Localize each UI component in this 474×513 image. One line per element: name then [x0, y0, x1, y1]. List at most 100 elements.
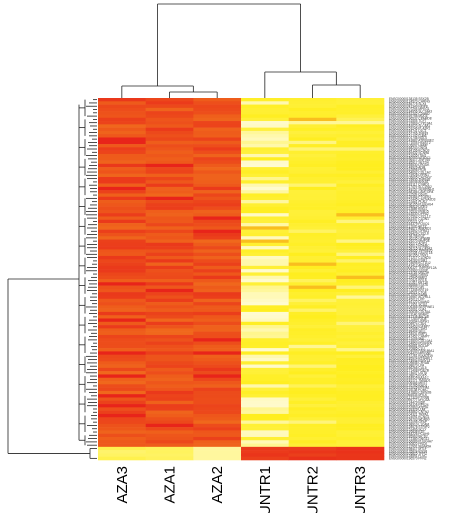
heatmap-cell	[193, 364, 242, 369]
heatmap-cell	[145, 232, 194, 237]
heatmap-cell	[241, 259, 289, 263]
heatmap-cell	[288, 305, 337, 309]
row-label: ENSG00000106366 SERPINE1	[389, 305, 434, 309]
heatmap-cell	[241, 213, 289, 217]
row-label: ENSG00000166681 BGLAP	[389, 344, 429, 348]
heatmap-cell	[145, 173, 194, 178]
row-label: ENSG00000196417 ZNF765	[389, 158, 430, 162]
heatmap-cell	[241, 279, 289, 283]
heatmap-cell	[145, 246, 194, 250]
heatmap-cell	[288, 325, 337, 329]
heatmap-cell	[193, 384, 242, 388]
heatmap-cell	[145, 321, 194, 326]
heatmap-cell	[241, 325, 289, 329]
heatmap-cell	[241, 357, 289, 362]
heatmap-cell	[288, 338, 337, 342]
heatmap-cell	[145, 315, 194, 319]
heatmap-cell	[98, 282, 146, 286]
row-label: ENSG00000171345 KRT19	[389, 288, 429, 292]
heatmap-cell	[193, 387, 242, 392]
heatmap-cell	[336, 275, 385, 280]
heatmap-cell	[288, 410, 337, 415]
heatmap-cell	[336, 298, 385, 303]
heatmap-cell	[98, 229, 146, 234]
heatmap-cell	[98, 302, 146, 306]
heatmap-cell	[98, 124, 146, 128]
heatmap-cell	[336, 282, 385, 286]
heatmap-cell	[336, 456, 385, 461]
heatmap-cell	[193, 367, 242, 372]
heatmap-cell	[145, 427, 194, 431]
heatmap-cell	[288, 206, 337, 211]
row-label: ENSG00000120694 HSPH1	[389, 320, 429, 324]
heatmap-cell	[336, 397, 385, 402]
heatmap-cell	[193, 239, 242, 244]
heatmap-cell	[241, 206, 289, 211]
heatmap-cell	[98, 394, 146, 398]
heatmap-cell	[193, 153, 242, 158]
row-label: ENSG00000107294 MPEG1	[389, 107, 430, 111]
heatmap-cell	[145, 407, 194, 411]
heatmap-cell	[98, 423, 146, 428]
heatmap-cell	[145, 265, 194, 270]
heatmap-cell	[98, 328, 146, 332]
heatmap-cell	[288, 236, 337, 240]
heatmap-cell	[193, 328, 242, 332]
heatmap-cell	[288, 203, 337, 207]
heatmap-cell	[193, 420, 242, 425]
heatmap-cell	[288, 193, 337, 198]
heatmap-cell	[241, 381, 289, 385]
heatmap-cell	[288, 101, 337, 105]
heatmap-cell	[288, 282, 337, 286]
heatmap-cell	[288, 390, 337, 395]
heatmap-cell	[288, 252, 337, 257]
heatmap-cell	[145, 180, 194, 184]
heatmap-cell	[98, 443, 146, 448]
heatmap-cell	[193, 246, 242, 250]
heatmap-cell	[98, 436, 146, 441]
heatmap-cell	[241, 407, 289, 411]
heatmap-cell	[336, 114, 385, 119]
heatmap-cell	[288, 242, 337, 247]
row-label: ENSG00000174607 UGT8	[389, 371, 427, 375]
row-label: ENSG00000122861 PLAU	[389, 200, 427, 204]
row-label: ENSG00000131504 TCF7	[389, 119, 427, 123]
heatmap-cell	[241, 183, 289, 188]
heatmap-cell	[241, 153, 289, 158]
heatmap-cell	[336, 413, 385, 418]
heatmap-cell	[98, 305, 146, 309]
heatmap-cell	[241, 285, 289, 290]
heatmap-cell	[193, 344, 242, 349]
heatmap-cell	[336, 121, 385, 125]
heatmap-cell	[288, 298, 337, 303]
heatmap-cell	[288, 377, 337, 382]
heatmap-cell	[241, 315, 289, 319]
heatmap-cell	[241, 427, 289, 431]
row-label: ENSG00000196532 CPAMD8	[389, 117, 432, 121]
heatmap-cell	[288, 417, 337, 421]
heatmap-cell	[98, 130, 146, 135]
heatmap-cell	[193, 318, 242, 323]
heatmap-cell	[98, 117, 146, 122]
heatmap-cell	[336, 163, 385, 168]
heatmap-cell	[241, 288, 289, 293]
heatmap-cell	[336, 262, 385, 267]
heatmap-cell	[336, 344, 385, 349]
heatmap-cell	[241, 176, 289, 181]
heatmap-cell	[336, 331, 385, 336]
heatmap-cell	[241, 232, 289, 237]
heatmap-cell	[98, 196, 146, 201]
row-label: ENSG00000171004 HS6ST2	[389, 141, 431, 145]
heatmap-cell	[336, 354, 385, 359]
row-label: ENSG00000153246 PLA2R1	[389, 126, 431, 130]
heatmap-cell	[98, 206, 146, 211]
row-label: ENSG00000121742 GJB6	[389, 134, 427, 138]
heatmap-cell	[193, 196, 242, 201]
row-label: ENSG00000077092 RARB	[389, 293, 427, 297]
row-label: ENSG00000117479 SLC19A2	[389, 185, 432, 189]
heatmap-cell	[145, 453, 194, 458]
row-label: ENSG00000163993 S100P	[389, 268, 428, 272]
heatmap-cell	[336, 269, 385, 273]
heatmap-cell	[336, 338, 385, 342]
heatmap-cell	[288, 183, 337, 188]
